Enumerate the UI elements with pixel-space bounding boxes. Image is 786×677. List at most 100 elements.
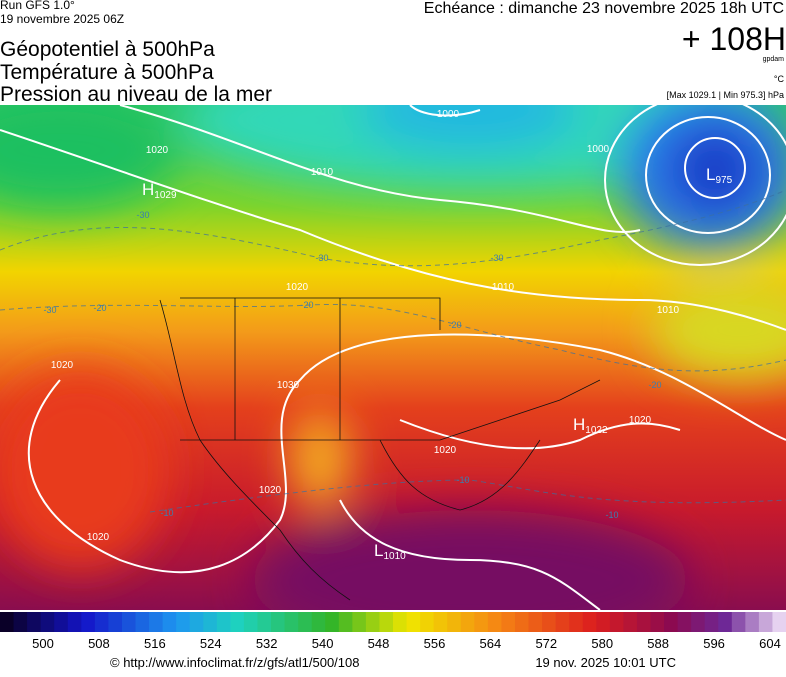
scale-swatch: [528, 612, 543, 632]
isobar-label: 1020: [87, 532, 110, 543]
scale-swatch: [176, 612, 191, 632]
scale-swatch: [67, 612, 82, 632]
scale-swatch: [487, 612, 502, 632]
temperature-label: -30: [136, 210, 149, 220]
scale-label: 580: [591, 636, 613, 651]
temperature-label: -30: [315, 253, 328, 263]
scale-swatch: [365, 612, 380, 632]
temperature-label: -20: [648, 380, 661, 390]
scale-label: 604: [759, 636, 781, 651]
scale-swatch: [582, 612, 597, 632]
scale-swatch: [352, 612, 367, 632]
scale-swatch: [393, 612, 408, 632]
scale-swatch: [0, 612, 15, 632]
scale-swatch: [379, 612, 394, 632]
center-value: 1029: [154, 190, 177, 201]
temperature-label: -30: [43, 305, 56, 315]
scale-swatch: [311, 612, 326, 632]
isobar-label: 1020: [434, 445, 457, 456]
scale-swatch: [338, 612, 353, 632]
center-letter: L: [706, 165, 715, 184]
scale-label: 556: [424, 636, 446, 651]
scale-swatch: [243, 612, 258, 632]
scale-swatch: [555, 612, 570, 632]
scale-swatch: [149, 612, 164, 632]
isobar-label: 1020: [146, 145, 169, 156]
map: [0, 105, 786, 610]
scale-swatch: [271, 612, 286, 632]
scale-swatch: [636, 612, 651, 632]
scale-swatch: [189, 612, 204, 632]
scale-swatch: [230, 612, 245, 632]
temperature-label: -10: [160, 508, 173, 518]
scale-swatch: [447, 612, 462, 632]
isobar-label: 1020: [629, 415, 652, 426]
isobar-label: 1010: [311, 167, 334, 178]
scale-swatch: [501, 612, 516, 632]
center-letter: H: [142, 180, 154, 199]
scale-label: 500: [32, 636, 54, 651]
title-line: Pression au niveau de la mer: [0, 83, 272, 106]
scale-label: 548: [368, 636, 390, 651]
scale-swatch: [27, 612, 42, 632]
run-label: Run GFS 1.0°: [0, 0, 75, 12]
scale-swatch: [13, 612, 28, 632]
scale-swatch: [420, 612, 435, 632]
isobar-label: 1020: [286, 282, 309, 293]
map-labels: 1000 1000 1010 1010 1010 1020 1020 1020 1020 1020…: [43, 109, 679, 543]
scale-swatch: [406, 612, 421, 632]
scale-label: 596: [703, 636, 725, 651]
temperature-label: -20: [93, 303, 106, 313]
center: L1010: [374, 541, 406, 562]
lead-time: + 108H: [682, 21, 786, 57]
scale-label: 508: [88, 636, 110, 651]
scale-swatch: [718, 612, 733, 632]
scale-swatch: [121, 612, 137, 632]
scale-swatch: [135, 612, 150, 632]
scale-swatch: [257, 612, 272, 632]
scale-swatch: [623, 612, 638, 632]
isobar-label: 1030: [277, 380, 300, 391]
center: H1022: [573, 415, 608, 436]
scale-swatch: [298, 612, 313, 632]
scale-swatch: [216, 612, 231, 632]
scale-swatch: [569, 612, 584, 632]
isobar-label: 1000: [587, 144, 610, 155]
scale-swatch: [691, 612, 706, 632]
center-letter: H: [573, 415, 585, 434]
forecast-time: Echéance : dimanche 23 novembre 2025 18h…: [424, 0, 784, 17]
isobar-label: 1000: [437, 109, 460, 120]
scale-swatch: [474, 612, 489, 632]
scale-swatch: [460, 612, 475, 632]
isobar-label: 1010: [492, 282, 515, 293]
scale-label: 564: [480, 636, 502, 651]
scale-swatch: [108, 612, 123, 632]
scale-swatch: [704, 612, 719, 632]
scale-swatch: [731, 612, 746, 632]
unit-geo: gpdam: [763, 56, 785, 63]
scale-label: 540: [312, 636, 334, 651]
borders: [159, 297, 601, 601]
center-value: 975: [715, 175, 732, 186]
center: L975: [706, 165, 733, 186]
scale-swatch: [94, 612, 109, 632]
scale-swatch: [745, 612, 760, 632]
scale-swatch: [758, 612, 773, 632]
scale-label: 524: [200, 636, 222, 651]
title-line: Géopotentiel à 500hPa: [0, 38, 215, 61]
scale-swatch: [650, 612, 665, 632]
center-value: 1010: [383, 551, 406, 562]
scale-label: 588: [647, 636, 669, 651]
scale-swatch: [677, 612, 692, 632]
scale-swatch: [203, 612, 218, 632]
center-value: 1022: [585, 425, 608, 436]
center-letter: L: [374, 541, 383, 560]
temperature-label: -10: [605, 510, 618, 520]
title-line: Température à 500hPa: [0, 61, 214, 84]
scale-swatch: [772, 612, 786, 632]
scale-swatch: [284, 612, 299, 632]
temperature-label: -20: [300, 300, 313, 310]
scale-swatch: [162, 612, 177, 632]
scale-swatch: [433, 612, 448, 632]
